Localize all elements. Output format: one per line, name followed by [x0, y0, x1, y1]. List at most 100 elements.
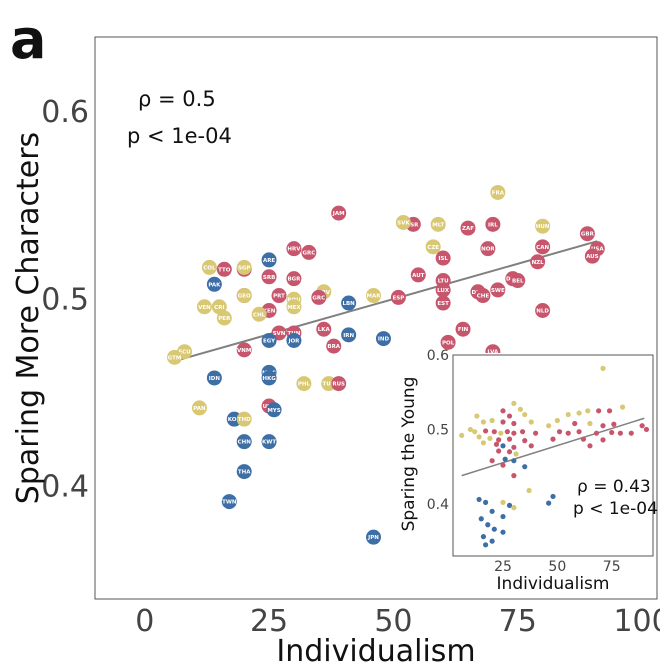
main-point-label: SWE [491, 288, 505, 294]
inset-point-marker [526, 487, 532, 494]
main-point-marker [216, 310, 232, 326]
main-x-tick-label: 50 [374, 604, 412, 639]
main-data-point: LUX [435, 282, 451, 298]
inset-point-marker [500, 408, 506, 414]
inset-tick-labels: 25 50 75 0.4 0.5 0.6 [427, 348, 621, 575]
main-x-tick-label: 25 [250, 604, 288, 639]
inset-data-point [480, 534, 487, 540]
inset-point-marker [519, 429, 526, 435]
main-point-label: MYS [267, 408, 280, 414]
main-data-point: EGY [261, 332, 277, 348]
inset-data-point [511, 430, 517, 436]
inset-data-point [491, 526, 497, 532]
inset-point-marker [493, 441, 500, 447]
main-point-marker [236, 434, 252, 450]
main-point-label: IRL [488, 222, 498, 228]
main-point-label: NLD [536, 309, 549, 315]
inset-point-marker [546, 500, 552, 506]
inset-data-point [487, 435, 493, 441]
main-point-label: CZE [427, 245, 439, 251]
main-point-label: TUR [323, 382, 336, 388]
main-data-point: HUN [535, 218, 551, 234]
inset-data-point [500, 529, 506, 535]
main-data-point: GRC [301, 244, 317, 260]
inset-point-marker [506, 413, 513, 419]
main-point-marker [510, 273, 526, 289]
inset-point-marker [596, 408, 602, 414]
main-point-marker [221, 494, 237, 510]
inset-point-marker [511, 473, 517, 479]
inset-point-marker [611, 421, 617, 427]
inset-data-point [565, 430, 571, 436]
main-data-point: SVK [395, 214, 411, 230]
inset-y-tick-label: 0.6 [427, 348, 449, 364]
inset-data-point [522, 411, 528, 418]
inset-point-marker [587, 420, 593, 427]
inset-data-point [600, 437, 606, 443]
main-point-label: LTU [438, 279, 449, 285]
main-data-point: ARE [261, 252, 277, 268]
inset-data-point [639, 423, 645, 429]
inset-point-marker [600, 365, 606, 371]
inset-y-tick-label: 0.5 [427, 422, 449, 438]
inset-point-marker [600, 423, 606, 429]
main-point-marker [261, 434, 277, 450]
inset-point-marker [511, 444, 517, 450]
inset-data-point [511, 400, 517, 406]
inset-point-marker [500, 529, 506, 535]
inset-rho-stat: ρ = 0.43 [577, 477, 651, 497]
main-point-label: EGY [263, 338, 276, 344]
main-point-marker [440, 334, 456, 350]
inset-point-marker [485, 522, 491, 528]
inset-data-point [576, 429, 582, 435]
main-point-marker [216, 261, 232, 277]
panel-label: a [10, 8, 46, 71]
main-data-point: RUS [331, 376, 347, 392]
main-point-marker [206, 276, 222, 292]
main-point-marker [375, 331, 391, 347]
inset-point-marker [498, 430, 504, 436]
inset-data-point [513, 451, 519, 457]
main-point-label: PRT [273, 294, 285, 300]
inset-data-point [504, 429, 510, 435]
main-data-point: MEX [286, 299, 302, 315]
inset-p-stat: p < 1e-04 [573, 499, 658, 519]
main-point-marker [316, 321, 332, 337]
inset-data-point [500, 408, 506, 414]
main-point-marker [331, 205, 347, 221]
inset-data-point [546, 423, 552, 429]
main-point-label: HKG [262, 376, 276, 382]
inset-data-point [600, 423, 606, 429]
main-data-point: KWT [261, 434, 277, 450]
main-point-marker [311, 289, 327, 305]
inset-data-point [565, 411, 571, 418]
main-data-point: NOR [480, 241, 495, 257]
main-point-label: HRV [287, 247, 301, 253]
main-x-tick-label: 75 [499, 604, 537, 639]
inset-point-marker [476, 434, 482, 440]
inset-point-marker [554, 417, 560, 424]
inset-point-marker [528, 443, 534, 449]
main-data-point: BEL [510, 273, 526, 289]
main-point-label: LKA [318, 327, 331, 333]
inset-data-point [472, 429, 478, 435]
inset-data-point [500, 443, 506, 449]
main-point-marker [261, 252, 277, 268]
main-point-marker [490, 184, 506, 200]
main-point-marker [167, 349, 183, 365]
main-point-marker [191, 400, 207, 416]
inset-point-marker [500, 443, 506, 449]
inset-data-point [476, 434, 482, 440]
inset-data-point [546, 500, 552, 506]
inset-point-marker [459, 432, 465, 438]
main-fit-line [174, 240, 598, 363]
main-point-marker [341, 327, 357, 343]
main-point-marker [326, 338, 342, 354]
inset-point-marker [480, 440, 487, 446]
main-point-marker [584, 248, 600, 264]
main-point-label: VNM [237, 348, 251, 354]
main-point-label: THA [238, 470, 251, 476]
inset-point-marker [587, 443, 593, 449]
main-point-label: ARE [263, 258, 275, 264]
